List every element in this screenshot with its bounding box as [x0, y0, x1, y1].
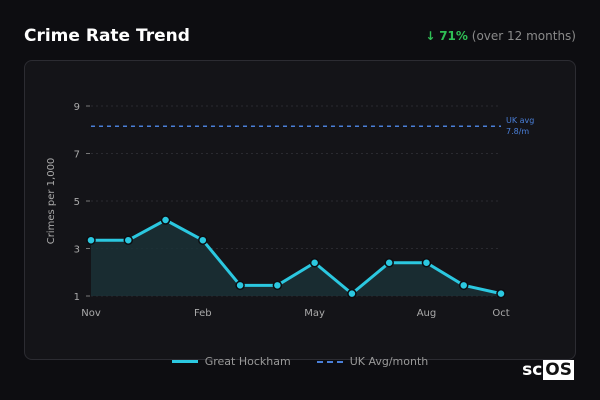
- x-tick-label: Feb: [194, 308, 212, 319]
- data-point: [347, 288, 357, 299]
- series-line: [91, 218, 502, 296]
- legend-label: Great Hockham: [204, 355, 291, 368]
- trend-percent: 71%: [439, 29, 468, 43]
- legend-item-series[interactable]: Great Hockham: [171, 355, 291, 368]
- y-tick-label: 9: [74, 102, 80, 113]
- series-area: [91, 220, 501, 296]
- data-point: [272, 280, 283, 291]
- data-point: [309, 258, 320, 268]
- data-point: [160, 215, 171, 225]
- reference-value-label: 7.8/m: [506, 127, 529, 136]
- chart-card: [24, 60, 576, 360]
- legend-item-reference[interactable]: UK Avg/month: [316, 355, 429, 368]
- page-title: Crime Rate Trend: [24, 26, 190, 46]
- data-point: [123, 235, 134, 245]
- y-axis-label: Crimes per 1,000: [46, 158, 57, 245]
- legend-swatch-dashed: [316, 360, 343, 363]
- data-point: [421, 258, 432, 268]
- x-tick-label: May: [304, 308, 325, 319]
- y-tick-label: 1: [74, 292, 80, 303]
- y-tick-label: 3: [74, 245, 80, 256]
- data-point: [198, 235, 208, 245]
- data-point: [496, 288, 506, 299]
- y-tick-label: 5: [74, 197, 80, 208]
- logo: sc OS: [522, 360, 574, 380]
- data-point: [86, 235, 96, 245]
- legend: Great Hockham UK Avg/month: [0, 355, 600, 368]
- trend-note: (over 12 months): [471, 29, 576, 43]
- x-tick-label: Nov: [81, 308, 101, 319]
- y-tick-label: 7: [74, 150, 80, 161]
- trend-arrow-icon: ↓: [425, 29, 436, 43]
- trend-summary: ↓ 71% (over 12 months): [425, 29, 576, 43]
- data-point: [458, 280, 469, 291]
- x-tick-label: Oct: [492, 308, 509, 319]
- legend-swatch-solid: [171, 360, 198, 363]
- data-point: [235, 280, 245, 291]
- reference-label: UK avg: [506, 116, 534, 125]
- x-tick-label: Aug: [417, 308, 437, 319]
- data-point: [384, 258, 394, 268]
- legend-label: UK Avg/month: [349, 355, 429, 368]
